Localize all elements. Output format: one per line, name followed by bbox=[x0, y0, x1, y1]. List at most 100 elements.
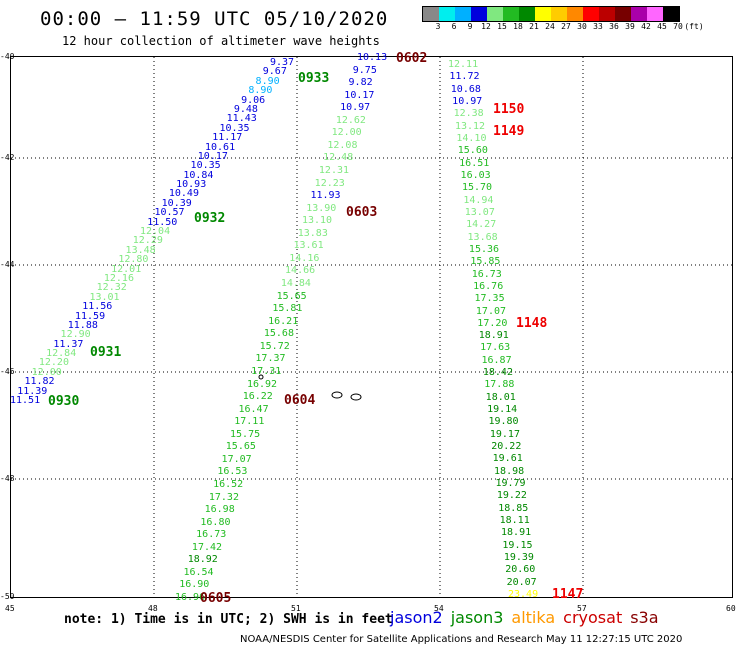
swh-value: 16.73 bbox=[471, 268, 502, 280]
swh-value: 12.31 bbox=[318, 165, 350, 177]
swh-value: 16.80 bbox=[200, 516, 231, 528]
swh-value: 16.96 bbox=[175, 592, 206, 603]
track-time-label: 0930 bbox=[48, 394, 80, 409]
swh-value: 16.90 bbox=[179, 579, 210, 591]
swh-value: 15.36 bbox=[468, 243, 500, 255]
scale-swatch-1 bbox=[439, 7, 455, 21]
swh-value: 12.48 bbox=[323, 152, 354, 164]
lon-label-2: 51 bbox=[291, 604, 301, 613]
swh-value: 19.17 bbox=[489, 428, 520, 440]
swh-value: 12.90 bbox=[60, 329, 91, 341]
swh-value: 9.67 bbox=[262, 66, 287, 78]
swh-value: 12.80 bbox=[118, 254, 149, 266]
legend-jason2: jason2 bbox=[390, 608, 443, 627]
legend-cryosat: cryosat bbox=[563, 608, 623, 627]
scale-label-16: (ft) bbox=[684, 22, 704, 31]
lat-label-0: -40 bbox=[0, 52, 15, 61]
swh-value: 19.61 bbox=[492, 453, 523, 465]
swh-value: 8.90 bbox=[248, 85, 273, 97]
swh-value: 17.31 bbox=[251, 365, 282, 377]
swh-value: 17.88 bbox=[484, 379, 515, 391]
track-time-label: 0933 bbox=[298, 71, 330, 86]
scale-swatch-10 bbox=[583, 7, 599, 21]
satellite-legend: jason2 jason3 altika cryosat s3a bbox=[390, 608, 667, 627]
lat-label-5: -50 bbox=[0, 592, 15, 601]
swh-value: 15.70 bbox=[461, 182, 493, 194]
track-time-label: 1148 bbox=[516, 316, 548, 331]
swh-value: 11.56 bbox=[82, 301, 113, 313]
swh-value: 18.01 bbox=[485, 391, 516, 403]
track-time-label: 0604 bbox=[284, 393, 316, 408]
scale-label-8: 27 bbox=[561, 22, 571, 31]
scale-swatch-15 bbox=[663, 7, 679, 21]
swh-value: 19.79 bbox=[495, 478, 526, 490]
scale-label-5: 18 bbox=[513, 22, 523, 31]
swh-value: 17.11 bbox=[234, 416, 265, 428]
island-3 bbox=[258, 374, 264, 380]
scale-label-9: 30 bbox=[577, 22, 587, 31]
swh-value: 10.97 bbox=[340, 102, 371, 114]
track-time-label: 1149 bbox=[493, 124, 525, 139]
swh-value: 19.22 bbox=[496, 490, 527, 502]
map-title: 00:00 – 11:59 UTC 05/10/2020 bbox=[40, 8, 389, 30]
swh-value: 13.01 bbox=[89, 291, 120, 303]
swh-value: 16.87 bbox=[481, 354, 512, 366]
scale-swatch-11 bbox=[599, 7, 615, 21]
swh-value: 17.42 bbox=[191, 541, 223, 553]
swh-value: 12.01 bbox=[111, 263, 142, 275]
swh-value: 20.60 bbox=[505, 564, 536, 576]
track-time-label: 1147 bbox=[552, 587, 584, 602]
swh-value: 16.47 bbox=[238, 403, 269, 415]
scale-swatch-13 bbox=[631, 7, 647, 21]
swh-value: 10.35 bbox=[190, 160, 221, 172]
swh-value: 11.17 bbox=[212, 132, 243, 144]
swh-value: 8.90 bbox=[255, 75, 280, 87]
swh-value: 11.72 bbox=[449, 71, 480, 83]
swh-value: 14.10 bbox=[456, 132, 487, 144]
swh-value: 12.38 bbox=[453, 108, 484, 120]
swh-value: 19.15 bbox=[502, 539, 533, 551]
swh-value: 16.98 bbox=[204, 504, 235, 516]
scale-swatch-4 bbox=[487, 7, 503, 21]
swh-value: 11.39 bbox=[17, 385, 48, 397]
island-1 bbox=[331, 391, 343, 399]
swh-value: 10.13 bbox=[357, 52, 388, 63]
lon-label-5: 60 bbox=[726, 604, 736, 613]
swh-value: 17.07 bbox=[475, 305, 507, 317]
swh-value: 16.73 bbox=[196, 529, 227, 541]
swh-value: 16.03 bbox=[460, 169, 491, 181]
swh-value: 18.98 bbox=[494, 465, 525, 477]
color-scale bbox=[422, 6, 680, 22]
scale-swatch-12 bbox=[615, 7, 631, 21]
swh-value: 10.93 bbox=[176, 179, 207, 191]
swh-value: 14.66 bbox=[285, 265, 316, 277]
swh-value: 12.08 bbox=[327, 139, 358, 151]
swh-value: 11.82 bbox=[24, 376, 55, 388]
swh-value: 12.29 bbox=[132, 235, 163, 247]
swh-value: 9.37 bbox=[270, 57, 295, 68]
lon-label-0: 45 bbox=[5, 604, 15, 613]
swh-value: 18.85 bbox=[498, 502, 529, 514]
scale-label-3: 12 bbox=[481, 22, 491, 31]
swh-value: 12.16 bbox=[103, 272, 134, 284]
swh-value: 10.49 bbox=[168, 188, 199, 200]
swh-value: 17.32 bbox=[208, 491, 239, 503]
lon-label-3: 54 bbox=[434, 604, 444, 613]
swh-value: 15.75 bbox=[230, 428, 261, 440]
swh-value: 18.91 bbox=[478, 330, 509, 342]
scale-swatch-0 bbox=[423, 7, 439, 21]
lon-label-1: 48 bbox=[148, 604, 158, 613]
scale-label-14: 45 bbox=[657, 22, 667, 31]
scale-label-12: 39 bbox=[625, 22, 635, 31]
scale-swatch-5 bbox=[503, 7, 519, 21]
swh-value: 15.85 bbox=[470, 256, 501, 268]
swh-value: 15.72 bbox=[259, 340, 290, 352]
swh-value: 12.00 bbox=[31, 366, 62, 378]
scale-label-4: 15 bbox=[497, 22, 507, 31]
track-time-label: 0932 bbox=[194, 211, 226, 226]
swh-value: 9.48 bbox=[233, 103, 258, 115]
swh-value: 11.59 bbox=[75, 310, 106, 322]
scale-swatch-14 bbox=[647, 7, 663, 21]
swh-value: 12.62 bbox=[335, 114, 366, 126]
swh-value: 12.32 bbox=[96, 282, 127, 294]
